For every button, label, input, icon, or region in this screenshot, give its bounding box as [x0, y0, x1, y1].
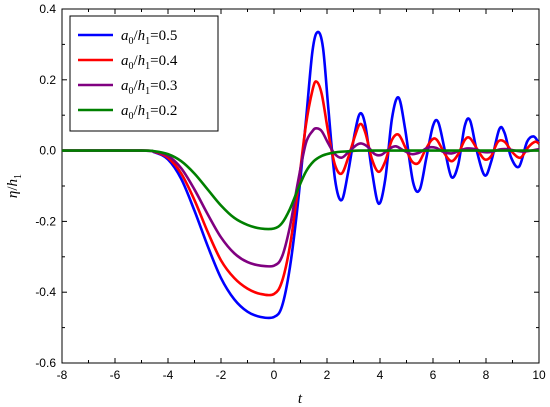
legend-label-0: a0/h1=0.5 — [121, 28, 177, 47]
x-tick-label: -4 — [163, 368, 174, 382]
y-axis-label-numerator: η — [5, 191, 21, 198]
legend-items: a0/h1=0.5 a0/h1=0.4 a0/h1=0.3 a0/h1=0.2 — [78, 28, 178, 122]
legend: a0/h1=0.5 a0/h1=0.4 a0/h1=0.3 a0/h1=0.2 — [69, 15, 219, 132]
x-axis-label: t — [298, 391, 303, 407]
series-line-3 — [61, 149, 539, 231]
series-line-2 — [61, 127, 540, 268]
x-tick-label: 10 — [532, 368, 546, 382]
legend-label-1: a0/h1=0.4 — [121, 53, 178, 72]
y-axis-label-slash: / — [5, 186, 21, 191]
x-tick-label: -8 — [57, 368, 68, 382]
y-axis-label-h: h — [5, 179, 21, 187]
legend-box — [69, 15, 219, 132]
y-tick-label: -0.2 — [35, 214, 56, 228]
x-tick-label: 6 — [430, 368, 437, 382]
axis-tick-labels: -8 -6 -4 -2 0 2 4 6 8 10 -0.6 -0.4 -0.2 0.0 0.2 0.4 — [35, 2, 546, 382]
x-tick-label: 4 — [377, 368, 384, 382]
y-tick-label: -0.4 — [35, 285, 56, 299]
x-tick-label: 8 — [483, 368, 490, 382]
y-axis-label-sub: 1 — [13, 174, 24, 179]
series-line-0 — [61, 30, 541, 320]
legend-label-3: a0/h1=0.2 — [121, 103, 177, 122]
x-tick-label: 2 — [324, 368, 331, 382]
legend-label-2: a0/h1=0.3 — [121, 78, 177, 97]
series-line-1 — [61, 80, 540, 297]
y-tick-label: 0.0 — [39, 144, 56, 158]
x-tick-label: 0 — [271, 368, 278, 382]
svg-text:η/h1: η/h1 — [5, 174, 24, 198]
y-tick-label: 0.4 — [39, 2, 56, 16]
y-axis-label: η/h1 — [5, 174, 24, 198]
axis-ticks — [61, 8, 540, 364]
series-lines — [61, 30, 541, 320]
y-tick-label: -0.6 — [35, 356, 56, 370]
x-tick-label: -2 — [216, 368, 227, 382]
y-tick-label: 0.2 — [39, 73, 56, 87]
x-tick-label: -6 — [110, 368, 121, 382]
